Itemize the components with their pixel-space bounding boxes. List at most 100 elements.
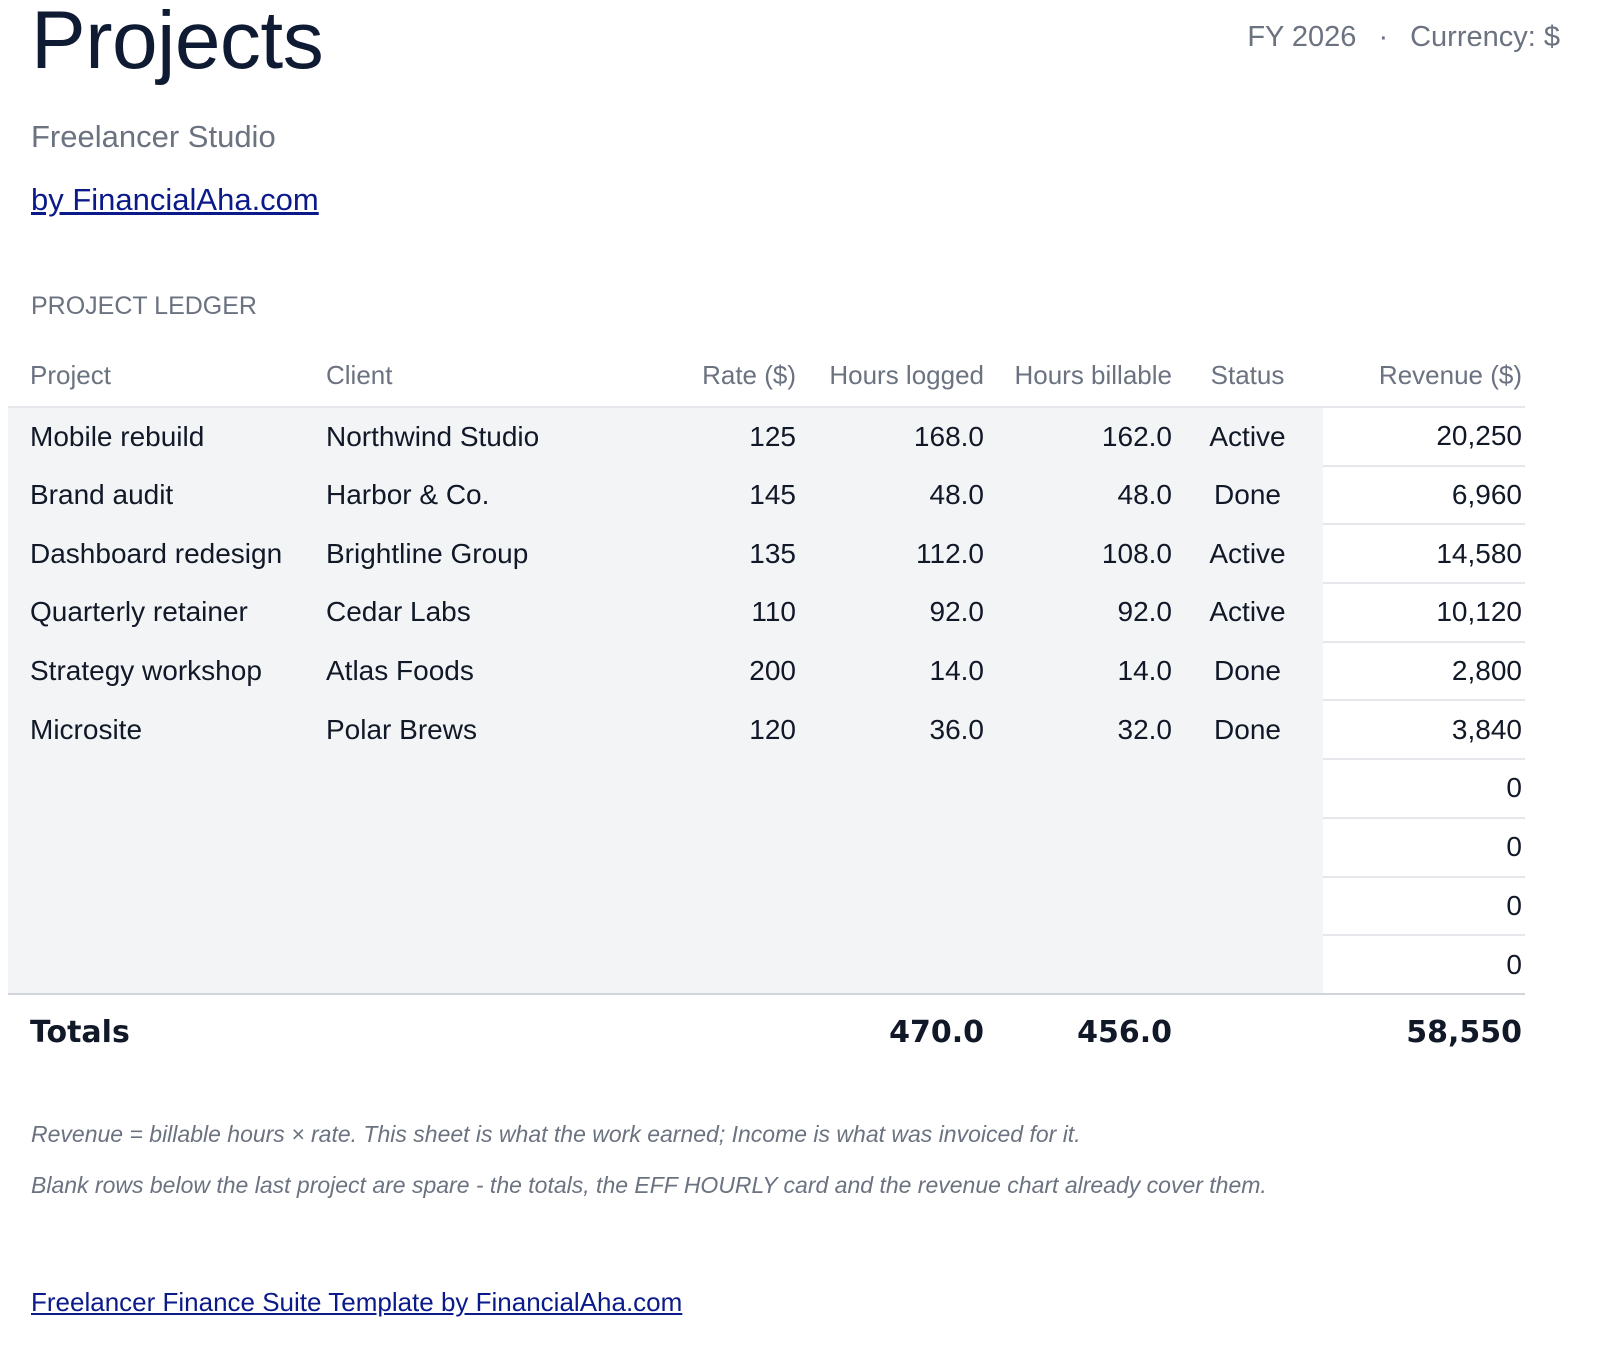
totals-row: Totals 470.0 456.0 58,550 (8, 994, 1525, 1071)
cell-project[interactable]: Brand audit (8, 465, 326, 525)
column-header-hours-logged: Hours logged (796, 344, 984, 408)
cell-client[interactable] (326, 817, 636, 877)
cell-project[interactable]: Mobile rebuild (8, 407, 326, 466)
cell-status[interactable]: Done (1172, 465, 1323, 525)
cell-rate[interactable] (636, 935, 796, 995)
cell-hours-logged[interactable]: 36.0 (796, 700, 984, 760)
cell-hours-logged[interactable]: 168.0 (796, 407, 984, 466)
cell-hours-logged[interactable] (796, 759, 984, 818)
cell-project[interactable] (8, 935, 326, 995)
table-row: Strategy workshop Atlas Foods 200 14.0 1… (8, 641, 1525, 702)
byline-link[interactable]: by FinancialAha.com (31, 182, 319, 217)
column-header-client: Client (326, 344, 636, 408)
cell-revenue: 0 (1323, 817, 1525, 878)
table-row-spare: 0 (8, 876, 1525, 937)
cell-client[interactable]: Polar Brews (326, 700, 636, 760)
table-row-spare: 0 (8, 817, 1525, 878)
cell-revenue: 3,840 (1323, 700, 1525, 761)
cell-rate[interactable]: 125 (636, 407, 796, 466)
cell-status[interactable] (1172, 935, 1323, 995)
cell-project[interactable]: Strategy workshop (8, 641, 326, 701)
totals-revenue: 58,550 (1406, 1015, 1522, 1051)
cell-hours-billable[interactable] (984, 759, 1172, 818)
cell-hours-billable[interactable]: 48.0 (984, 465, 1172, 525)
column-header-status: Status (1172, 344, 1323, 408)
cell-rate[interactable]: 145 (636, 465, 796, 525)
table-row-spare: 0 (8, 759, 1525, 819)
column-header-rate: Rate ($) (636, 344, 796, 408)
cell-client[interactable]: Atlas Foods (326, 641, 636, 701)
totals-rate-empty (636, 994, 796, 1071)
cell-rate[interactable] (636, 817, 796, 877)
cell-rate[interactable]: 110 (636, 583, 796, 642)
spare-rows-note: Blank rows below the last project are sp… (31, 1172, 1267, 1198)
cell-hours-billable[interactable] (984, 876, 1172, 936)
cell-rate[interactable] (636, 759, 796, 818)
cell-project[interactable] (8, 817, 326, 877)
cell-revenue: 0 (1323, 876, 1525, 937)
cell-client[interactable] (326, 759, 636, 818)
fiscal-year-label: FY 2026 (1247, 21, 1357, 53)
cell-hours-billable[interactable]: 92.0 (984, 583, 1172, 642)
cell-project[interactable] (8, 759, 326, 818)
cell-project[interactable]: Quarterly retainer (8, 583, 326, 642)
cell-revenue: 6,960 (1323, 465, 1525, 526)
cell-status[interactable]: Active (1172, 583, 1323, 642)
cell-revenue: 2,800 (1323, 641, 1525, 702)
cell-status[interactable]: Active (1172, 407, 1323, 466)
cell-client[interactable]: Northwind Studio (326, 407, 636, 466)
cell-status[interactable] (1172, 759, 1323, 818)
cell-hours-billable[interactable] (984, 817, 1172, 877)
cell-project[interactable]: Microsite (8, 700, 326, 760)
cell-revenue: 0 (1323, 935, 1525, 995)
cell-client[interactable] (326, 935, 636, 995)
cell-client[interactable]: Harbor & Co. (326, 465, 636, 525)
cell-revenue: 10,120 (1323, 583, 1525, 643)
page-meta: FY 2026 · Currency: $ (1247, 19, 1560, 55)
cell-rate[interactable]: 200 (636, 641, 796, 701)
cell-rate[interactable] (636, 876, 796, 936)
cell-client[interactable]: Brightline Group (326, 524, 636, 584)
cell-revenue: 20,250 (1323, 407, 1525, 467)
totals-client-empty (326, 994, 636, 1071)
project-ledger-table: Project Client Rate ($) Hours logged Hou… (8, 344, 1525, 1071)
cell-revenue: 14,580 (1323, 524, 1525, 585)
table-row-spare: 0 (8, 935, 1525, 995)
table-row: Mobile rebuild Northwind Studio 125 168.… (8, 407, 1525, 467)
cell-hours-logged[interactable]: 112.0 (796, 524, 984, 584)
footer-link[interactable]: Freelancer Finance Suite Template by Fin… (31, 1287, 683, 1317)
cell-hours-billable[interactable]: 108.0 (984, 524, 1172, 584)
cell-hours-billable[interactable] (984, 935, 1172, 995)
cell-status[interactable] (1172, 876, 1323, 936)
totals-status-empty (1172, 994, 1323, 1071)
cell-project[interactable] (8, 876, 326, 936)
cell-status[interactable]: Active (1172, 524, 1323, 584)
cell-status[interactable]: Done (1172, 700, 1323, 760)
cell-hours-billable[interactable]: 14.0 (984, 641, 1172, 701)
table-row: Quarterly retainer Cedar Labs 110 92.0 9… (8, 583, 1525, 643)
cell-hours-logged[interactable]: 14.0 (796, 641, 984, 701)
cell-project[interactable]: Dashboard redesign (8, 524, 326, 584)
cell-status[interactable]: Done (1172, 641, 1323, 701)
cell-hours-billable[interactable]: 162.0 (984, 407, 1172, 466)
table-header-row: Project Client Rate ($) Hours logged Hou… (8, 344, 1525, 408)
cell-hours-logged[interactable] (796, 876, 984, 936)
cell-client[interactable] (326, 876, 636, 936)
cell-status[interactable] (1172, 817, 1323, 877)
cell-hours-logged[interactable]: 92.0 (796, 583, 984, 642)
cell-rate[interactable]: 120 (636, 700, 796, 760)
cell-hours-logged[interactable]: 48.0 (796, 465, 984, 525)
table-row: Microsite Polar Brews 120 36.0 32.0 Done… (8, 700, 1525, 761)
page-subtitle: Freelancer Studio (31, 119, 276, 154)
totals-label: Totals (30, 1015, 130, 1051)
totals-hours-logged: 470.0 (889, 1015, 984, 1051)
table-row: Brand audit Harbor & Co. 145 48.0 48.0 D… (8, 465, 1525, 526)
cell-client[interactable]: Cedar Labs (326, 583, 636, 642)
column-header-hours-billable: Hours billable (984, 344, 1172, 408)
cell-hours-logged[interactable] (796, 817, 984, 877)
cell-revenue: 0 (1323, 759, 1525, 819)
cell-hours-logged[interactable] (796, 935, 984, 995)
column-header-revenue: Revenue ($) (1323, 344, 1525, 408)
cell-hours-billable[interactable]: 32.0 (984, 700, 1172, 760)
cell-rate[interactable]: 135 (636, 524, 796, 584)
